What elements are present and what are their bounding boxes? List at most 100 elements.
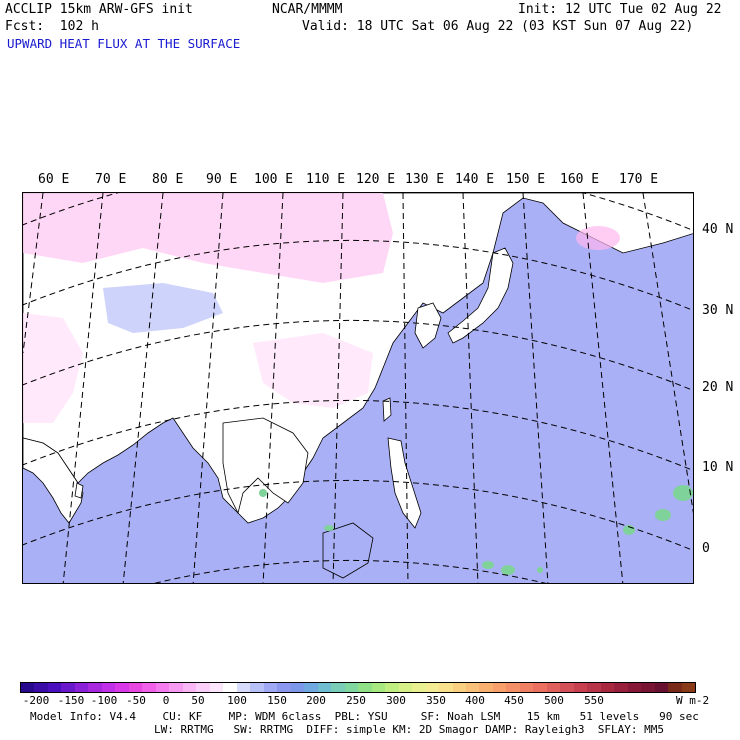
- latitude-label: 10 N: [702, 460, 734, 475]
- forecast-hour: Fcst: 102 h: [5, 19, 99, 34]
- latitude-label: 0: [702, 541, 710, 556]
- model-title: ACCLIP 15km ARW-GFS init: [5, 2, 193, 17]
- colorbar-swatch: [209, 683, 224, 692]
- pink-flux-region: [23, 193, 393, 283]
- colorbar-swatch: [654, 683, 669, 692]
- colorbar-label: 350: [426, 694, 446, 707]
- colorbar-swatch: [479, 683, 493, 692]
- center-label: NCAR/MMMM: [272, 2, 343, 17]
- colorbar-swatch: [182, 683, 197, 692]
- colorbar-swatch: [169, 683, 183, 692]
- colorbar-swatch: [573, 683, 588, 692]
- field-title: UPWARD HEAT FLUX AT THE SURFACE: [7, 36, 241, 51]
- longitude-label: 160 E: [560, 172, 600, 187]
- colorbar-swatch: [425, 683, 440, 692]
- colorbar-swatch: [344, 683, 359, 692]
- colorbar-label: 50: [191, 694, 205, 707]
- longitude-label: 100 E: [254, 172, 294, 187]
- colorbar-swatch: [277, 683, 291, 692]
- colorbar-label: -50: [126, 694, 146, 707]
- colorbar-swatch: [681, 683, 696, 692]
- colorbar-label: 550: [584, 694, 604, 707]
- map-canvas: [23, 193, 693, 583]
- model-info-line2: LW: RRTMG SW: RRTMG DIFF: simple KM: 2D …: [154, 723, 664, 736]
- colorbar-label: 300: [386, 694, 406, 707]
- longitude-label: 110 E: [306, 172, 346, 187]
- colorbar-swatch: [600, 683, 615, 692]
- longitude-label: 140 E: [455, 172, 495, 187]
- indochina-landmass: [222, 417, 309, 515]
- colorbar-swatch: [506, 683, 520, 692]
- latitude-label: 40 N: [702, 222, 734, 237]
- longitude-label: 90 E: [206, 172, 238, 187]
- colorbar-swatch: [34, 683, 48, 692]
- colorbar-swatch: [385, 683, 399, 692]
- pink-flux-region-3: [23, 313, 83, 423]
- borneo-landmass: [322, 522, 374, 579]
- init-time: Init: 12 UTC Tue 02 Aug 22: [518, 2, 722, 17]
- lat-lon-grid: [23, 193, 693, 583]
- colorbar-swatch: [21, 683, 35, 692]
- pink-flux-region-2: [253, 333, 373, 408]
- colorbar-label: 200: [306, 694, 326, 707]
- colorbar-label: 100: [227, 694, 247, 707]
- colorbar-swatch: [398, 683, 413, 692]
- colorbar-label: 150: [267, 694, 287, 707]
- colorbar-swatch: [61, 683, 75, 692]
- colorbar-swatch: [452, 683, 466, 692]
- colorbar-label: 500: [544, 694, 564, 707]
- colorbar: [20, 682, 696, 693]
- longitude-label: 120 E: [356, 172, 396, 187]
- longitude-label: 80 E: [152, 172, 184, 187]
- colorbar-swatch: [546, 683, 561, 692]
- longitude-label: 60 E: [38, 172, 70, 187]
- colorbar-label: 400: [465, 694, 485, 707]
- taiwan-landmass: [382, 397, 392, 422]
- colorbar-swatch: [668, 683, 682, 692]
- colorbar-swatch: [196, 683, 210, 692]
- tibet-plateau: [103, 283, 223, 333]
- colorbar-swatch: [128, 683, 143, 692]
- colorbar-swatch: [533, 683, 547, 692]
- colorbar-swatch: [236, 683, 251, 692]
- colorbar-label: -150: [57, 694, 85, 707]
- colorbar-label: 250: [346, 694, 366, 707]
- colorbar-swatch: [519, 683, 534, 692]
- map-panel: [22, 192, 694, 584]
- colorbar-swatch: [290, 683, 305, 692]
- colorbar-swatch: [560, 683, 574, 692]
- colorbar-swatch: [439, 683, 453, 692]
- latitude-label: 20 N: [702, 380, 734, 395]
- colorbar-units: W m-2: [676, 694, 710, 707]
- india-landmass: [23, 437, 84, 524]
- colorbar-swatch: [155, 683, 170, 692]
- colorbar-swatch: [412, 683, 426, 692]
- colorbar-swatch: [587, 683, 601, 692]
- model-info-line1: Model Info: V4.4 CU: KF MP: WDM 6class P…: [30, 710, 699, 723]
- colorbar-swatch: [614, 683, 628, 692]
- colorbar-swatch: [74, 683, 89, 692]
- srilanka-landmass: [74, 482, 84, 499]
- longitude-label: 150 E: [506, 172, 546, 187]
- colorbar-swatch: [115, 683, 129, 692]
- colorbar-swatch: [223, 683, 237, 692]
- colorbar-swatch: [250, 683, 264, 692]
- philippines-landmass: [387, 437, 422, 529]
- korea-landmass: [414, 302, 442, 349]
- colorbar-label: 0: [162, 694, 170, 707]
- pink-flux-blotch: [576, 226, 620, 250]
- colorbar-swatch: [263, 683, 278, 692]
- longitude-label: 70 E: [95, 172, 127, 187]
- colorbar-swatch: [465, 683, 480, 692]
- colorbar-swatch: [627, 683, 642, 692]
- colorbar-swatch: [358, 683, 372, 692]
- colorbar-swatch: [142, 683, 156, 692]
- longitude-label: 130 E: [405, 172, 445, 187]
- colorbar-label: -100: [90, 694, 118, 707]
- longitude-label: 170 E: [619, 172, 659, 187]
- colorbar-swatch: [492, 683, 507, 692]
- colorbar-swatch: [641, 683, 655, 692]
- colorbar-swatch: [371, 683, 386, 692]
- colorbar-swatch: [101, 683, 116, 692]
- colorbar-swatch: [317, 683, 332, 692]
